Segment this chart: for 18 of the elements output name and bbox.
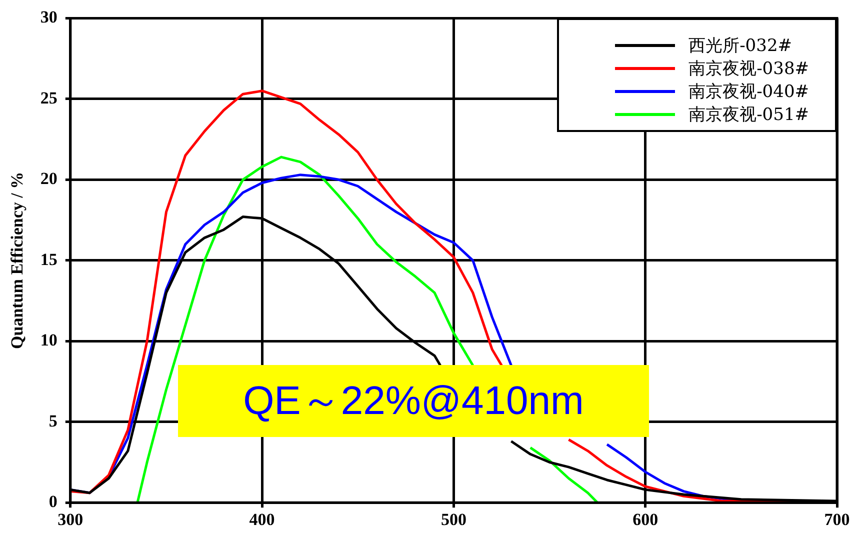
legend-label: 南京夜视-038# bbox=[688, 58, 809, 80]
legend-label: 南京夜视-040# bbox=[688, 81, 809, 104]
x-tick-label: 300 bbox=[58, 510, 84, 530]
y-tick-label: 30 bbox=[40, 8, 58, 27]
x-tick-label: 500 bbox=[440, 510, 466, 530]
legend-label: 西光所-032# bbox=[688, 35, 792, 58]
y-tick-label: 5 bbox=[48, 411, 58, 430]
callout-box: QE～22%@410nm bbox=[178, 364, 650, 438]
y-tick-label: 20 bbox=[40, 169, 58, 188]
y-tick-label: 25 bbox=[40, 88, 58, 108]
y-axis-title: Quantum Efficiency / % bbox=[8, 172, 27, 349]
x-tick-label: 600 bbox=[632, 510, 658, 530]
y-tick-label: 0 bbox=[48, 492, 58, 511]
y-tick-label: 10 bbox=[40, 330, 58, 350]
legend-label: 南京夜视-051# bbox=[688, 104, 809, 126]
x-tick-label: 400 bbox=[249, 510, 275, 530]
x-tick-label: 700 bbox=[824, 510, 850, 530]
y-tick-label: 15 bbox=[40, 250, 58, 269]
